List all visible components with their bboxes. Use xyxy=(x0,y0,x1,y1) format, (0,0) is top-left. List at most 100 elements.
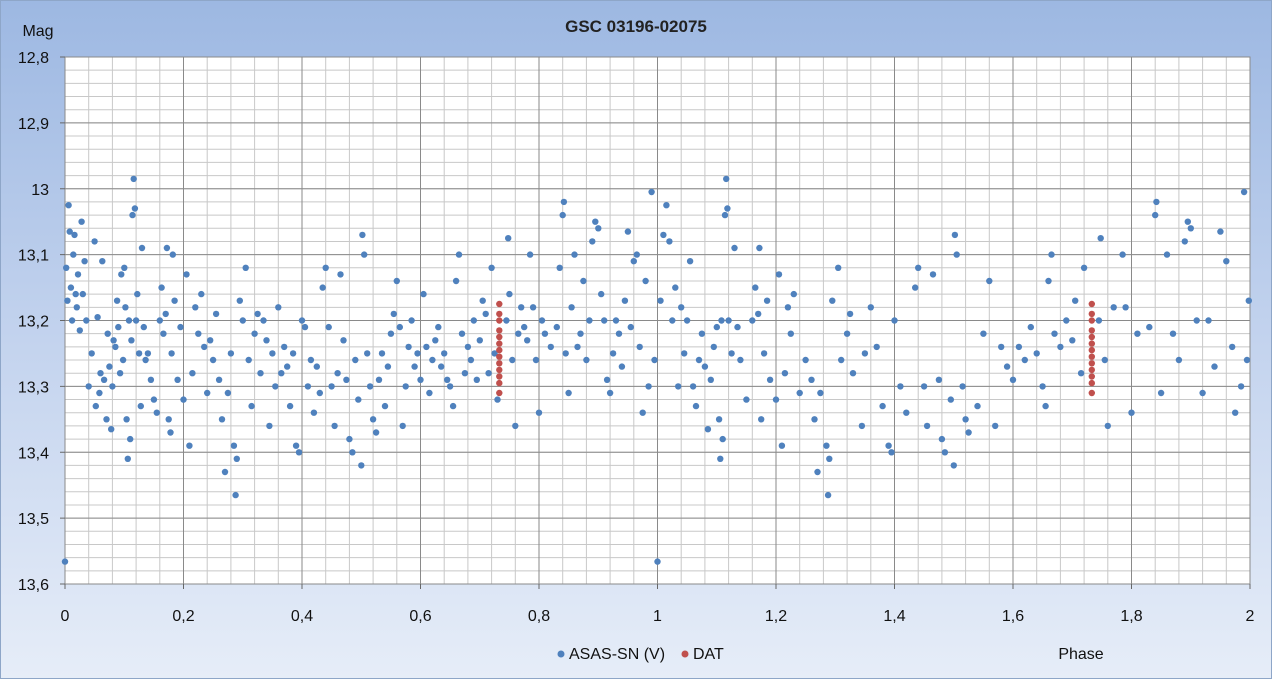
data-point xyxy=(707,376,714,383)
data-point xyxy=(109,383,116,390)
data-point xyxy=(359,231,366,239)
data-point xyxy=(666,238,673,245)
data-point xyxy=(885,442,892,449)
data-point xyxy=(891,317,898,324)
data-point xyxy=(790,290,797,298)
data-point xyxy=(986,277,993,285)
data-point xyxy=(163,244,171,252)
data-point xyxy=(1003,363,1011,370)
data-point xyxy=(390,310,397,318)
data-point xyxy=(1110,304,1117,311)
data-point xyxy=(1088,317,1096,324)
data-point xyxy=(663,202,670,209)
data-point xyxy=(96,389,103,397)
data-point xyxy=(980,330,987,337)
data-point xyxy=(1088,389,1096,397)
data-point xyxy=(125,317,133,324)
chart-title: GSC 03196-02075 xyxy=(565,17,707,36)
data-point xyxy=(278,370,285,377)
data-point xyxy=(123,416,130,423)
data-point xyxy=(92,402,100,410)
data-point xyxy=(355,396,362,403)
data-point xyxy=(496,373,503,380)
data-point xyxy=(1181,238,1189,245)
data-point xyxy=(218,416,226,423)
data-point xyxy=(134,290,141,298)
data-point xyxy=(473,376,480,383)
data-point xyxy=(713,323,720,331)
data-point xyxy=(1152,211,1159,219)
data-point xyxy=(426,389,433,397)
data-point xyxy=(731,244,738,252)
data-point xyxy=(1077,370,1085,377)
data-point xyxy=(286,402,294,410)
data-point xyxy=(236,297,243,304)
data-point xyxy=(535,409,543,416)
data-point xyxy=(775,271,783,278)
data-point xyxy=(449,402,457,410)
data-point xyxy=(215,376,223,383)
data-point xyxy=(116,370,124,377)
data-point xyxy=(396,323,403,331)
data-point xyxy=(349,449,356,456)
data-point xyxy=(183,271,190,278)
data-point xyxy=(260,317,267,324)
data-point xyxy=(113,297,121,304)
data-point xyxy=(275,304,282,311)
data-point xyxy=(1229,343,1236,351)
data-point xyxy=(861,350,869,357)
data-point xyxy=(717,455,724,462)
data-point xyxy=(737,356,744,364)
data-point xyxy=(603,376,611,383)
data-point xyxy=(169,251,176,258)
data-point xyxy=(541,330,549,337)
data-point xyxy=(432,337,439,344)
data-point xyxy=(598,290,605,298)
y-tick-label: 12,9 xyxy=(18,116,49,133)
data-point xyxy=(823,442,830,449)
data-point xyxy=(724,205,731,212)
data-point xyxy=(1088,310,1096,318)
data-point xyxy=(496,360,503,367)
data-point xyxy=(171,297,178,304)
data-point xyxy=(615,330,623,337)
data-point xyxy=(710,343,717,351)
data-point xyxy=(941,449,949,456)
x-axis-ticks: 0 0,2 0,4 0,6 0,8 1 1,2 1,4 1,6 1,8 2 xyxy=(61,584,1255,625)
x-tick-label: 0 xyxy=(61,608,70,625)
data-point xyxy=(78,218,85,225)
data-point xyxy=(704,426,712,433)
x-axis-label: Phase xyxy=(1058,646,1103,663)
data-point xyxy=(420,290,427,298)
data-point xyxy=(1175,356,1183,364)
data-point xyxy=(1122,304,1129,311)
data-point xyxy=(1104,422,1112,430)
data-point xyxy=(829,297,836,304)
data-point xyxy=(556,264,563,271)
data-point xyxy=(1072,297,1079,304)
data-point xyxy=(849,370,857,377)
data-point xyxy=(992,422,999,430)
x-tick-label: 0,4 xyxy=(291,608,313,625)
data-point xyxy=(496,333,503,341)
data-point xyxy=(1153,198,1160,206)
data-point xyxy=(325,323,332,331)
data-point xyxy=(814,468,821,476)
y-tick-label: 13,1 xyxy=(18,248,49,265)
y-axis-label: Mag xyxy=(22,23,53,40)
data-point xyxy=(1088,360,1096,367)
data-point xyxy=(755,310,762,318)
data-point xyxy=(74,271,82,278)
legend-label-asas-sn: ASAS-SN (V) xyxy=(569,646,665,663)
data-point xyxy=(162,310,169,318)
data-point xyxy=(802,356,809,364)
data-point xyxy=(251,330,258,337)
data-point xyxy=(532,356,540,364)
y-tick-label: 13,3 xyxy=(18,379,49,396)
data-point xyxy=(683,317,691,324)
data-point xyxy=(950,462,957,469)
data-point xyxy=(411,363,418,370)
data-point xyxy=(124,455,131,462)
data-point xyxy=(589,238,596,245)
data-point xyxy=(903,409,910,416)
